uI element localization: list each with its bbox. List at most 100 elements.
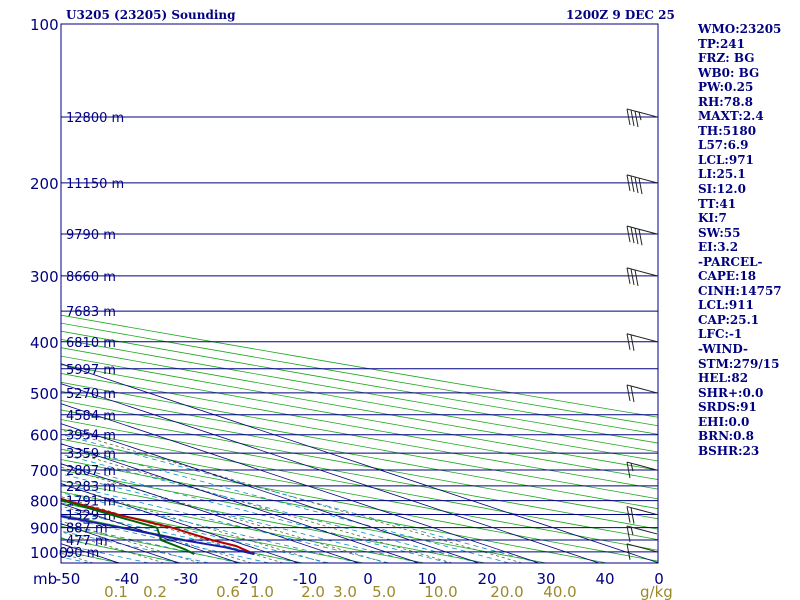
index-item: LCL:971: [698, 152, 754, 167]
mixing-ratio-tick-label: 40.0: [543, 583, 576, 600]
index-item: L57:6.9: [698, 138, 749, 153]
temperature-tick-label: 40: [595, 570, 614, 588]
mixing-ratio-line: [61, 505, 252, 563]
temperature-tick-label: 0: [363, 570, 373, 588]
wind-barb-flag: [630, 385, 635, 403]
dry-adiabat: [61, 347, 658, 453]
dry-adiabat: [61, 448, 658, 562]
dry-adiabat: [61, 338, 658, 444]
dry-adiabat: [61, 491, 425, 563]
wind-barb: [626, 525, 658, 543]
dry-adiabat: [61, 400, 658, 510]
pressure-unit-label: mb: [33, 570, 57, 588]
wind-barb-flag: [626, 333, 631, 350]
index-item: EHI:0.0: [698, 414, 750, 429]
height-label: 2283 m: [66, 480, 116, 495]
pressure-tick-label: 100: [30, 16, 59, 34]
pressure-tick-label: 600: [30, 427, 59, 445]
wind-barb-flag: [630, 334, 635, 351]
wind-barb-flag: [626, 267, 631, 284]
index-item: MAXT:2.4: [698, 109, 764, 124]
temperature-tick-label: -40: [115, 570, 140, 588]
moist-adiabat: [61, 473, 420, 563]
mixing-ratio-line: [61, 531, 165, 563]
wind-barb-staff: [626, 525, 658, 535]
height-label: 3359 m: [66, 447, 116, 462]
height-label: 887 m: [66, 522, 108, 537]
stability-indices: WMO:23205 TP:241 FRZ: BG WB0: BG PW:0.25 RH:7…: [698, 22, 782, 458]
index-item: KI:7: [698, 211, 727, 226]
index-item: CINH:14757: [698, 283, 782, 298]
isotherm: [61, 463, 360, 563]
temperature-tick-label: -10: [293, 570, 318, 588]
index-item: HEL:82: [698, 371, 749, 386]
index-item: FRZ: BG: [698, 51, 755, 66]
wind-barb-flag: [638, 177, 643, 195]
index-item: PW:0.25: [698, 80, 754, 95]
wind-barb-staff: [626, 108, 658, 118]
index-item: TP:241: [698, 36, 746, 51]
valid-time: 1200Z 9 DEC 25: [566, 8, 675, 22]
mixing-ratio-axis: 0.1 0.2 0.6 1.0 2.0 3.0 5.0 10.0 20.0 40.0: [104, 583, 577, 600]
dry-adiabat: [61, 322, 658, 427]
temperature-axis: -50 -40 -30 -20 -10 0 10 20 30 40 0: [56, 570, 664, 588]
wind-barb-flag: [626, 174, 631, 191]
temperature-tick-label: 20: [477, 570, 496, 588]
pressure-tick-label: 200: [30, 175, 59, 193]
moist-adiabat: [61, 500, 330, 563]
moist-adiabat: [61, 516, 270, 563]
mixing-ratio-unit-label: g/kg: [640, 583, 673, 600]
temperature-tick-label: 0: [654, 570, 664, 588]
mixing-ratio-line: [61, 520, 200, 563]
wind-barb-flag: [626, 225, 631, 243]
mixing-ratio-tick-label: 3.0: [333, 583, 357, 600]
height-label: 12800 m: [66, 111, 124, 126]
wind-barb: [626, 174, 658, 195]
wind-barb-flag: [630, 227, 635, 244]
pressure-tick-label: 300: [30, 268, 59, 286]
index-item: -PARCEL-: [698, 254, 763, 269]
wind-barb-staff: [626, 384, 658, 394]
wind-barb-staff: [626, 174, 658, 184]
dry-adiabat: [61, 364, 658, 471]
wind-barb: [626, 384, 658, 403]
dry-adiabat: [61, 480, 486, 563]
isotherm: [0, 24, 59, 563]
height-label: 3954 m: [66, 429, 116, 444]
isotherms: [0, 24, 658, 563]
pressure-axis: 100 200 300 400 500 600 700 800 900 1000: [30, 16, 68, 562]
height-label: 8660 m: [66, 270, 116, 285]
wind-barb-flag: [630, 268, 635, 285]
index-item: CAP:25.1: [698, 312, 760, 327]
dry-adiabat: [61, 502, 364, 563]
wind-barb-staff: [626, 267, 658, 277]
wind-barb-flag: [630, 109, 635, 127]
dry-adiabat: [0, 24, 60, 563]
isotherm: [61, 443, 420, 563]
wind-barb-flag: [634, 110, 639, 128]
dry-adiabat: [61, 373, 658, 480]
height-label: 5270 m: [66, 387, 116, 402]
wind-barb: [626, 108, 658, 128]
wind-barb-flag: [634, 176, 639, 194]
index-item: LCL:911: [698, 298, 754, 313]
wind-barb-flag: [626, 543, 631, 560]
pressure-tick-label: 400: [30, 334, 59, 352]
height-label: 6810 m: [66, 336, 116, 351]
dry-adiabat: [61, 381, 658, 490]
wind-barb-flag: [634, 228, 639, 245]
plot-frame: [60, 23, 659, 564]
wind-barb-flag: [634, 269, 639, 287]
index-item: WB0: BG: [698, 65, 760, 80]
mixing-ratio-tick-label: 1.0: [250, 583, 274, 600]
wind-barb-staff: [626, 225, 658, 235]
pressure-tick-label: 900: [30, 520, 59, 538]
height-label: 7683 m: [66, 305, 116, 320]
wind-barb-half: [638, 112, 642, 121]
pressure-tick-label: 800: [30, 493, 59, 511]
index-item: CAPE:18: [698, 269, 757, 284]
index-item: SI:12.0: [698, 182, 746, 197]
index-item: LFC:-1: [698, 327, 743, 342]
isotherm: [61, 423, 480, 563]
wind-barb-staff: [626, 461, 658, 471]
